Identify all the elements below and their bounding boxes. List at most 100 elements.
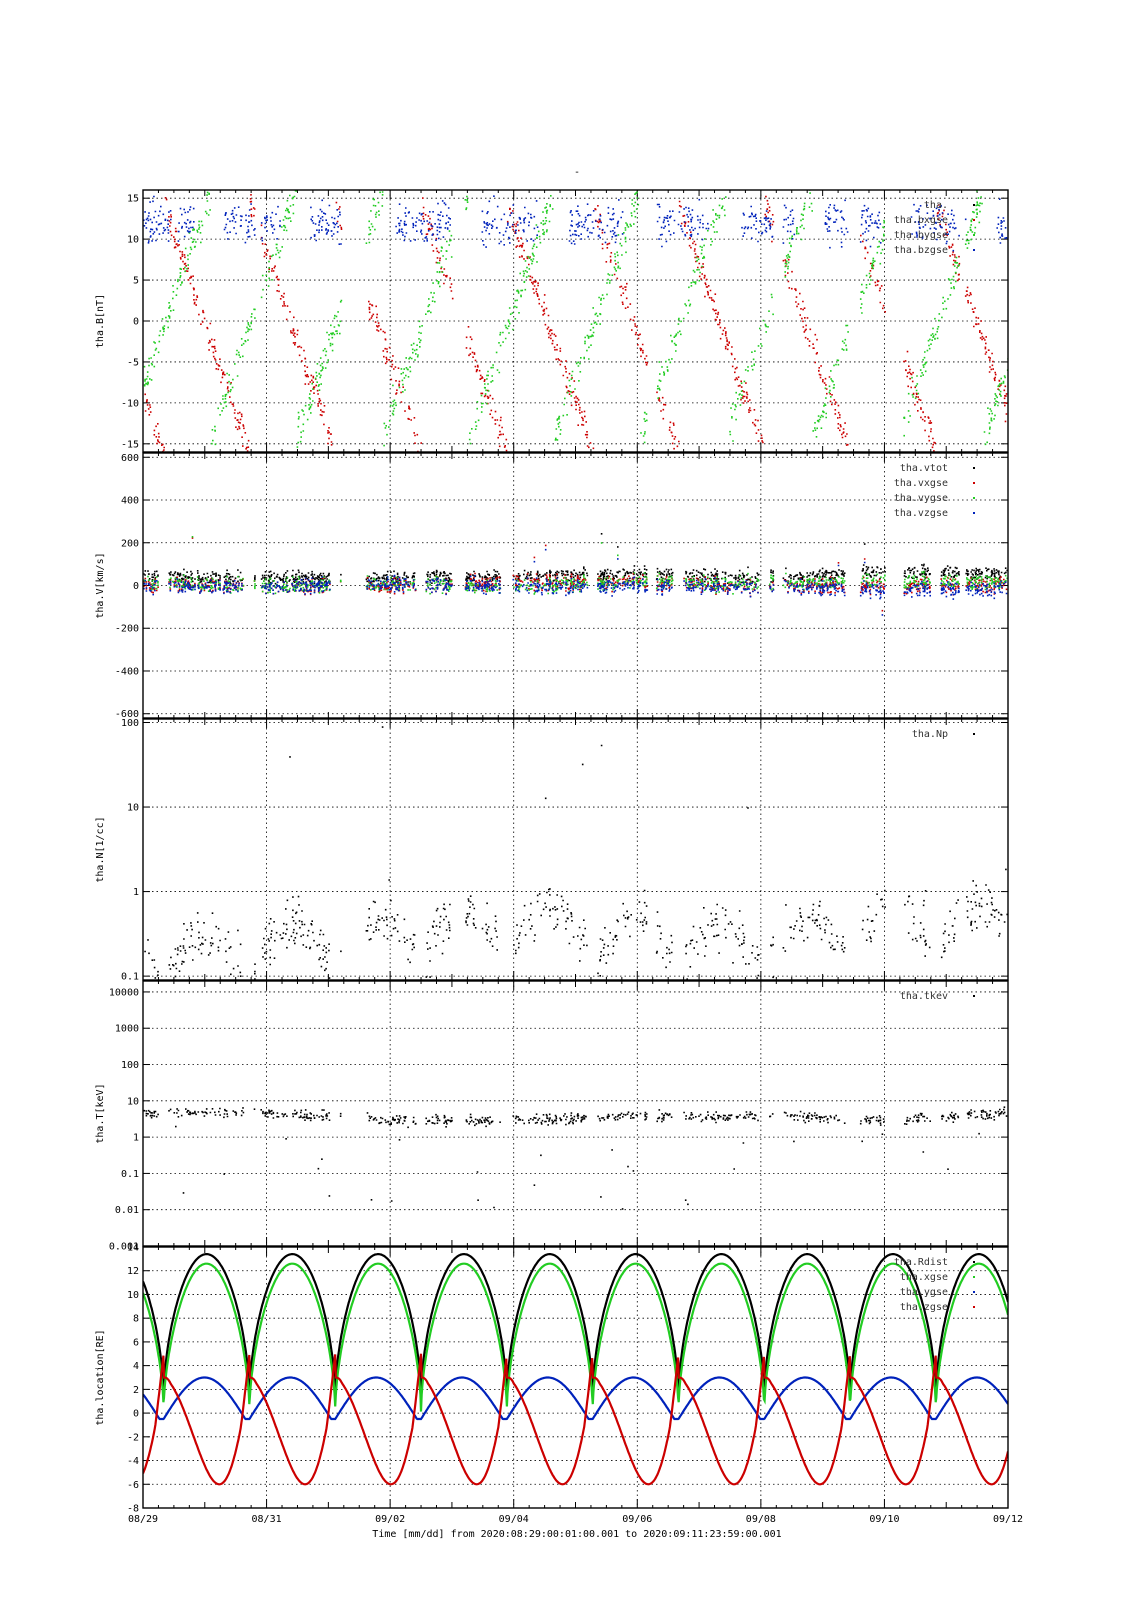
- y-tick-label: 1: [133, 887, 139, 898]
- y-tick-label: 4: [133, 1361, 139, 1372]
- legend: tha. tha.bxgse tha.bygse tha.bzgse: [894, 200, 975, 256]
- series-tha.Rdist: [143, 1253, 1008, 1399]
- series-tha.bzgse: [143, 195, 1008, 252]
- legend-label: tha.Np: [912, 729, 948, 740]
- y-tick-label: 0: [133, 581, 139, 592]
- series-tha.zgse: [143, 1353, 1008, 1486]
- y-tick-label: -15: [121, 439, 139, 450]
- panel-4-data: [143, 1106, 1008, 1210]
- y-tick-label: 0.1: [121, 1169, 139, 1180]
- legend-label: tha.bzgse: [894, 245, 948, 256]
- y-tick-label: 12: [127, 1266, 139, 1277]
- panel-1: 151050-5-10-15tha.B[nT]tha.tha.bxgsetha.…: [95, 189, 1009, 453]
- x-tick-label: 09/08: [746, 1514, 776, 1525]
- y-tick-label: 0: [133, 317, 139, 328]
- y-tick-label: 10: [127, 803, 139, 814]
- legend-marker: [973, 1306, 975, 1308]
- series-tha.xgse: [143, 1262, 1008, 1412]
- legend: tha.Np: [912, 729, 975, 740]
- legend-label: tha.xgse: [900, 1272, 948, 1283]
- panel-2: 600 400 200 0 -200 -400 -600 tha.V[km/s] tha.vto…: [95, 452, 1009, 720]
- x-tick-label: 09/12: [993, 1514, 1023, 1525]
- legend-label: tha.Rdist: [894, 1257, 948, 1268]
- y-tick-label: -4: [127, 1456, 139, 1467]
- y-tick-label: 6: [133, 1337, 139, 1348]
- panel-1-data: [143, 190, 1008, 452]
- x-tick-label: 09/10: [869, 1514, 899, 1525]
- legend-label: tha.ygse: [900, 1287, 948, 1298]
- legend-marker: [973, 467, 975, 469]
- y-axis-label: tha.T[keV]: [95, 1083, 106, 1143]
- y-tick-label: 2: [133, 1385, 139, 1396]
- x-tick-label: 09/06: [622, 1514, 652, 1525]
- legend-marker: [973, 204, 975, 206]
- legend-label: tha.bxgse: [894, 215, 948, 226]
- y-tick-label: 10: [127, 1096, 139, 1107]
- y-tick-label: 8: [133, 1314, 139, 1325]
- legend-label: tha.vygse: [894, 493, 948, 504]
- legend-label: tha.: [924, 200, 948, 211]
- panel-1-grid: [143, 190, 1008, 452]
- panel-frame: [142, 189, 1009, 453]
- x-tick-label: 09/02: [375, 1514, 405, 1525]
- legend-marker: [973, 995, 975, 997]
- y-axis-label: tha.location[RE]: [95, 1329, 106, 1425]
- panel-3: 100 10 1 0.1 tha.N[1/cc] tha.Np: [95, 718, 1009, 983]
- y-tick-label: 15: [127, 194, 139, 205]
- y-tick-label: 0.001: [109, 1242, 139, 1253]
- legend-marker: [973, 219, 975, 221]
- legend: tha.tkev: [900, 991, 975, 1002]
- panel-frame: [142, 980, 1009, 1247]
- legend-marker: [973, 512, 975, 514]
- panels: 151050-5-10-15tha.B[nT]tha.tha.bxgsetha.…: [95, 189, 1009, 1515]
- y-tick-label: 0.01: [115, 1205, 139, 1216]
- y-tick-label: 1: [133, 1133, 139, 1144]
- legend-marker: [973, 482, 975, 484]
- y-tick-label: 100: [121, 1060, 139, 1071]
- x-tick-label: 08/31: [252, 1514, 282, 1525]
- panel-4: 10000 1000 100 10 1 0.1 0.01 0.001 tha.T[keV] tha…: [95, 980, 1009, 1253]
- y-tick-label: 5: [133, 276, 139, 287]
- series-tha.vtot: [143, 533, 1008, 586]
- legend-marker: [973, 1276, 975, 1278]
- legend-label: tha.zgse: [900, 1302, 948, 1313]
- panel-frame: [142, 452, 1009, 719]
- panel-3-data: [144, 726, 1008, 980]
- legend-marker: [973, 733, 975, 735]
- y-tick-label: -200: [115, 624, 139, 635]
- y-tick-label: 10: [127, 1290, 139, 1301]
- series-tha.tkev: [143, 1106, 1008, 1210]
- panel-5-data: [143, 1253, 1008, 1486]
- y-tick-label: -600: [115, 709, 139, 720]
- legend-label: tha.vxgse: [894, 478, 948, 489]
- legend-label: tha.vzgse: [894, 508, 948, 519]
- legend-marker: [973, 1291, 975, 1293]
- legend: tha.Rdist tha.xgse tha.ygse tha.zgse: [894, 1257, 975, 1313]
- legend-marker: [973, 1261, 975, 1263]
- y-tick-label: 10: [127, 235, 139, 246]
- y-tick-label: 200: [121, 538, 139, 549]
- legend-marker: [973, 249, 975, 251]
- y-tick-label: 600: [121, 453, 139, 464]
- x-axis-label: Time [mm/dd] from 2020:08:29:00:01:00.00…: [372, 1529, 781, 1540]
- x-tick-label: 09/04: [499, 1514, 529, 1525]
- y-tick-label: -6: [127, 1480, 139, 1491]
- legend: tha.vtot tha.vxgse tha.vygse tha.vzgse: [894, 463, 975, 519]
- legend-marker: [973, 497, 975, 499]
- y-tick-label: 10000: [109, 987, 139, 998]
- y-tick-label: 14: [127, 1243, 139, 1254]
- legend-label: tha.tkev: [900, 991, 948, 1002]
- y-tick-label: -2: [127, 1432, 139, 1443]
- y-tick-label: -5: [127, 357, 139, 368]
- y-tick-label: 1000: [115, 1024, 139, 1035]
- y-axis-label: tha.V[km/s]: [95, 552, 106, 618]
- series-tha.Np: [144, 726, 1008, 980]
- y-tick-label: 400: [121, 496, 139, 507]
- y-axis-label: tha.B[nT]: [95, 294, 106, 348]
- legend-label: tha.vtot: [900, 463, 948, 474]
- x-tick-labels: 08/29 08/31 09/02 09/04 09/06 09/08 09/10 09/12: [128, 1514, 1023, 1525]
- x-tick-label: 08/29: [128, 1514, 158, 1525]
- panel-2-data: [143, 533, 1008, 616]
- y-tick-label: 100: [121, 718, 139, 729]
